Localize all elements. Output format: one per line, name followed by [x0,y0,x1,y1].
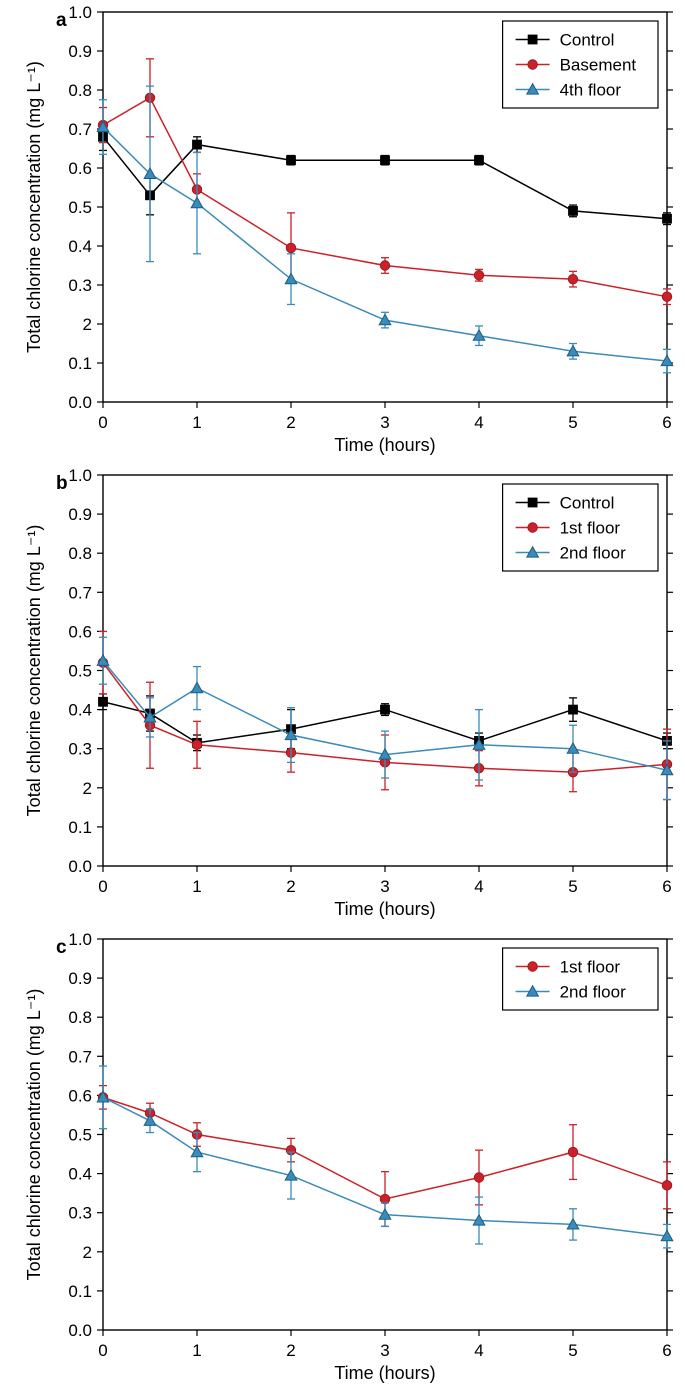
y-tick-label: 0.7 [68,583,92,602]
y-tick-label: 0.6 [68,159,92,178]
x-axis-label: Time (hours) [334,899,435,919]
panel-letter: a [56,10,67,31]
y-tick-label: 0.6 [68,1086,92,1105]
legend: Control Basement 4th floor [502,20,659,109]
panel-letter: c [56,937,67,958]
x-tick-label: 1 [192,413,201,432]
axes-ticks [97,938,673,1336]
panel-letter: b [56,473,68,494]
y-tick-label: 0.4 [68,237,92,256]
legend-entry-label: Basement [560,55,637,74]
x-tick-label: 3 [380,1341,389,1360]
legend-entry-label: Control [560,30,615,49]
x-tick-label: 0 [98,413,107,432]
y-tick-label: 0.5 [68,198,92,217]
series-2nd-floor [96,1065,674,1249]
series-line [102,96,668,298]
panel-c: 0.0 0.1 2 0.3 0.4 0.5 0.6 0.7 0.8 0.9 1.0 0 1 2 3 4 5 6 Ti… [0,927,685,1391]
series-line [102,660,668,771]
series-line [102,662,668,773]
y-tick-label: 2 [83,315,92,334]
chart-a: 0.0 0.1 2 0.3 0.4 0.5 0.6 0.7 0.8 0.9 1.0 0 1 2 3 4 5 6 Ti… [24,3,674,455]
y-tick-label: 0.0 [68,857,92,876]
y-tick-label: 0.0 [68,393,92,412]
y-tick-label: 0.9 [68,505,92,524]
y-tick-label: 0.6 [68,622,92,641]
y-tick-label: 0.3 [68,276,92,295]
y-tick-label: 0.9 [68,969,92,988]
chart-b: 0.0 0.1 2 0.3 0.4 0.5 0.6 0.7 0.8 0.9 1.0 0 1 2 3 4 5 6 Ti… [24,466,674,919]
x-tick-label: 6 [662,1341,671,1360]
tick-labels: 0.0 0.1 2 0.3 0.4 0.5 0.6 0.7 0.8 0.9 1.0 0 1 2 3 4 5 6 [68,466,671,896]
y-tick-label: 2 [83,1243,92,1262]
y-tick-label: 0.4 [68,1165,92,1184]
legend-entry-label: 4th floor [560,80,622,99]
x-tick-label: 5 [568,877,577,896]
x-tick-label: 2 [286,1341,295,1360]
x-tick-label: 0 [98,877,107,896]
x-tick-label: 5 [568,1341,577,1360]
y-axis-label: Total chlorine concentration (mg L⁻¹) [24,989,44,1281]
y-tick-label: 0.8 [68,81,92,100]
x-axis-label: Time (hours) [334,1363,435,1383]
y-tick-label: 2 [83,779,92,798]
panel-b: 0.0 0.1 2 0.3 0.4 0.5 0.6 0.7 0.8 0.9 1.0 0 1 2 3 4 5 6 Ti… [0,463,685,927]
x-tick-label: 2 [286,877,295,896]
y-tick-label: 0.5 [68,661,92,680]
tick-labels: 0.0 0.1 2 0.3 0.4 0.5 0.6 0.7 0.8 0.9 1.0 0 1 2 3 4 5 6 [68,3,671,432]
y-tick-label: 0.1 [68,818,92,837]
legend-entry-label: 2nd floor [560,543,626,562]
x-tick-label: 5 [568,413,577,432]
x-tick-label: 6 [662,877,671,896]
series-line [102,126,668,362]
series-line [102,136,668,220]
y-tick-label: 0.8 [68,1008,92,1027]
series-2nd-floor [96,636,674,801]
x-tick-label: 4 [474,1341,483,1360]
series-line [102,1096,668,1200]
y-tick-label: 0.1 [68,1282,92,1301]
legend-entry-label: 2nd floor [560,982,626,1001]
x-tick-label: 4 [474,877,483,896]
x-tick-label: 2 [286,413,295,432]
series-line [102,1096,668,1237]
y-tick-label: 0.5 [68,1125,92,1144]
x-tick-label: 3 [380,877,389,896]
y-tick-label: 1.0 [68,930,92,949]
y-axis-label: Total chlorine concentration (mg L⁻¹) [24,525,44,817]
legend-entry-label: 1st floor [560,957,621,976]
panel-a: 0.0 0.1 2 0.3 0.4 0.5 0.6 0.7 0.8 0.9 1.0 0 1 2 3 4 5 6 Ti… [0,0,685,463]
y-tick-label: 0.0 [68,1321,92,1340]
y-tick-label: 0.7 [68,120,92,139]
x-tick-label: 1 [192,877,201,896]
x-tick-label: 1 [192,1341,201,1360]
legend-entry-label: 1st floor [560,518,621,537]
y-tick-label: 0.3 [68,1204,92,1223]
x-axis-label: Time (hours) [334,435,435,455]
series-line [102,701,668,744]
series-4th-floor [96,85,674,374]
legend-box [502,947,659,1011]
y-axis-label: Total chlorine concentration (mg L⁻¹) [24,61,44,353]
axes-ticks [97,11,673,408]
axes-ticks [97,474,673,872]
x-tick-label: 3 [380,413,389,432]
y-tick-label: 0.4 [68,701,92,720]
y-tick-label: 1.0 [68,466,92,485]
y-tick-label: 0.7 [68,1047,92,1066]
chart-c: 0.0 0.1 2 0.3 0.4 0.5 0.6 0.7 0.8 0.9 1.0 0 1 2 3 4 5 6 Ti… [24,930,674,1383]
tick-labels: 0.0 0.1 2 0.3 0.4 0.5 0.6 0.7 0.8 0.9 1.0 0 1 2 3 4 5 6 [68,930,671,1360]
y-tick-label: 1.0 [68,3,92,22]
legend-entry-label: Control [560,493,615,512]
y-tick-label: 0.8 [68,544,92,563]
x-tick-label: 6 [662,413,671,432]
y-tick-label: 0.1 [68,354,92,373]
x-tick-label: 0 [98,1341,107,1360]
legend: 1st floor 2nd floor [502,947,659,1011]
legend: Control 1st floor 2nd floor [502,483,659,572]
y-tick-label: 0.3 [68,740,92,759]
y-tick-label: 0.9 [68,42,92,61]
x-tick-label: 4 [474,413,483,432]
